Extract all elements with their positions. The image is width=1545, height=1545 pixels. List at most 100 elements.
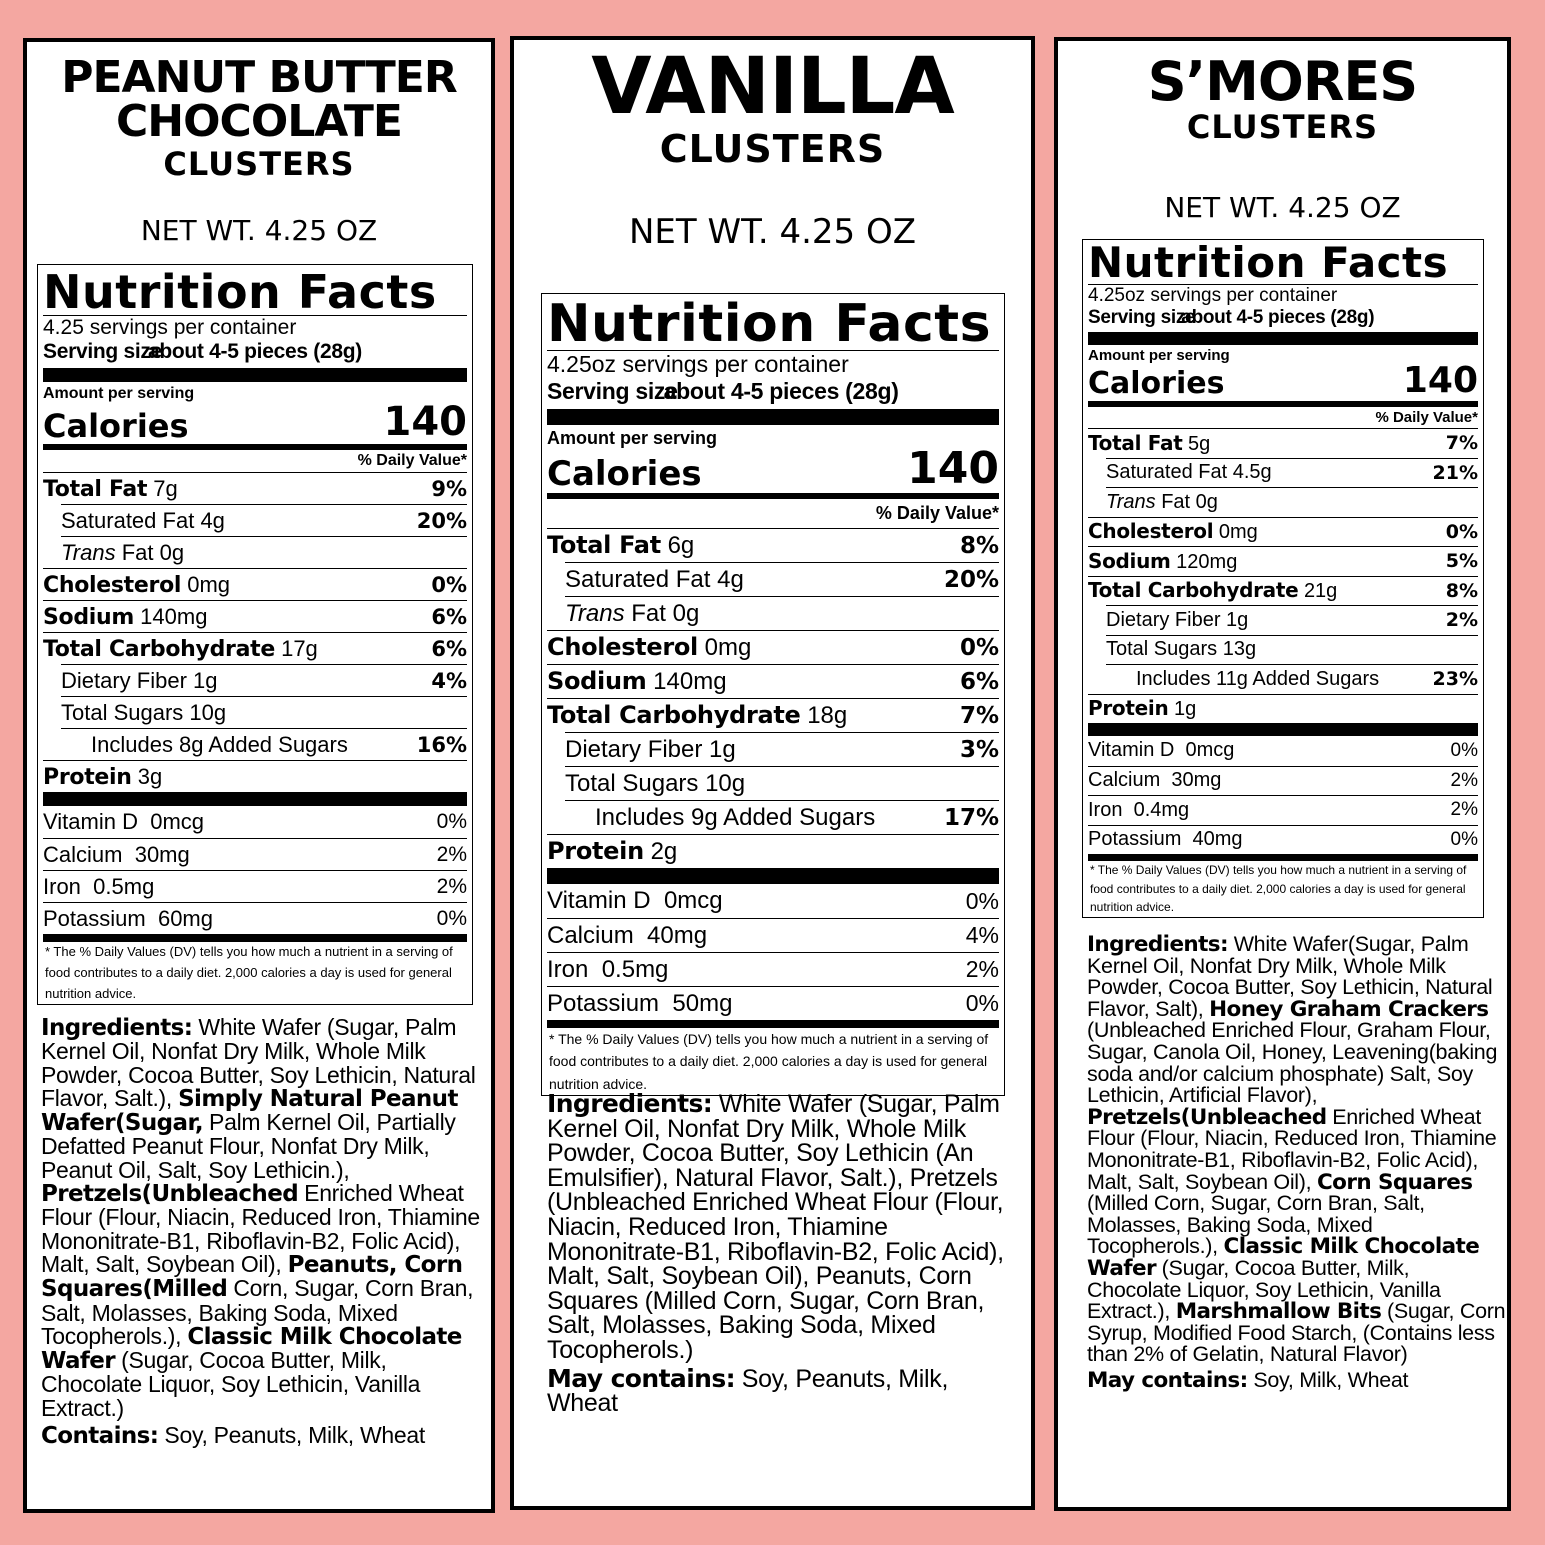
nutrient-name: Total Fat (547, 531, 661, 559)
amount-per-serving: Amount per serving (1088, 347, 1230, 364)
serving-size-label: Serving size (547, 378, 678, 404)
nutrient-name: Includes 11g Added Sugars (1136, 667, 1380, 690)
vitamin-name: Potassium (43, 905, 146, 931)
product-title: S’MORES CLUSTERS (1058, 50, 1507, 146)
ingredients-text: Ingredients: White Wafer (Sugar, Palm Ke… (547, 1091, 1017, 1363)
nutrient-name: Total Sugars (565, 769, 699, 797)
product-title-line: CLUSTERS (1186, 108, 1379, 146)
product-title-line: PEANUT BUTTER (61, 52, 457, 103)
medium-divider (547, 1020, 999, 1028)
nutrient-row: Total Sugars 10g (565, 766, 999, 800)
nutrient-row: Trans Fat 0g (565, 596, 999, 630)
nutrient-amount: 10g (705, 769, 746, 797)
nutrient-amount: 7g (153, 475, 178, 501)
nutrient-row: Sodium 140mg 6% (43, 600, 467, 632)
nutrient-row: Total Sugars 10g (61, 696, 467, 728)
ingredient-bold: Pretzels(Unbleached (41, 1181, 299, 1208)
nutrient-name: Dietary Fiber (565, 735, 703, 763)
nutrient-row: Protein 2g (547, 834, 999, 868)
medium-divider (43, 934, 467, 942)
allergen-statement: May contains: Soy, Milk, Wheat (1087, 1367, 1507, 1393)
nutrient-row: Dietary Fiber 1g 4% (61, 664, 467, 696)
calories-label: Calories (43, 407, 189, 445)
vitamin-daily-value: 4% (965, 922, 999, 948)
product-title: PEANUT BUTTER CHOCOLATE CLUSTERS (27, 52, 491, 181)
ingredient-text: (Milled Corn, Sugar, Corn Bran, Salt, Mo… (1087, 1191, 1425, 1259)
vitamin-name: Vitamin D (547, 887, 651, 914)
ingredient-bold: Honey Graham Crackers (1209, 996, 1489, 1022)
nutrient-row: Dietary Fiber 1g 3% (565, 732, 999, 766)
nutrient-name: Total Sugars (61, 699, 184, 725)
nutrient-amount: 0mg (1218, 521, 1258, 544)
nutrient-daily-value: 7% (1445, 432, 1478, 455)
vitamin-row: Vitamin D 0mcg 0% (1088, 736, 1478, 766)
nutrient-row: Saturated Fat 4g 20% (565, 562, 999, 596)
ingredients: Ingredients: White Wafer (Sugar, Palm Ke… (41, 1015, 481, 1449)
nutrient-name: Sodium (547, 667, 647, 695)
nutrient-amount: 4.5g (1232, 461, 1272, 484)
nutrient-row: Cholesterol 0mg 0% (547, 630, 999, 664)
vitamin-daily-value: 0% (965, 990, 999, 1016)
nutrient-name: Cholesterol (1088, 519, 1214, 544)
vitamin-daily-value: 2% (436, 842, 467, 866)
allergen-list: Soy, Peanuts, Milk, Wheat (164, 1422, 425, 1449)
vitamin-name: Potassium (1088, 828, 1182, 851)
serving-size-label: Serving size (43, 340, 162, 363)
nutrient-row: Cholesterol 0mg 0% (1088, 516, 1478, 547)
nutrient-name: Saturated Fat (565, 565, 711, 593)
allergen-label: May contains: (1087, 1367, 1248, 1393)
nutrient-daily-value: 6% (959, 668, 999, 695)
nutrient-amount: 140mg (140, 603, 208, 629)
vitamin-row: Vitamin D 0mcg 0% (547, 884, 999, 918)
product-title-line: CHOCOLATE (116, 96, 403, 147)
vitamin-row: Potassium 40mg 0% (1088, 824, 1478, 855)
nutrient-row: Includes 8g Added Sugars 16% (61, 728, 467, 760)
nutrient-name: Dietary Fiber (61, 667, 187, 693)
nutrient-amount: 0mg (704, 634, 752, 661)
amount-per-serving: Amount per serving (547, 428, 718, 448)
panel-smores: S’MORES CLUSTERS NET WT. 4.25 OZ Nutrition… (1054, 37, 1511, 1511)
thick-divider (43, 368, 467, 382)
servings-per-container: 4.25oz servings per container (1088, 285, 1338, 306)
nutrient-daily-value: 0% (431, 572, 467, 597)
product-title: VANILLA CLUSTERS (514, 48, 1031, 168)
nutrition-facts-label: Nutrition Facts 4.25oz servings per cont… (1082, 239, 1484, 918)
daily-value-header: % Daily Value* (1088, 401, 1478, 428)
vitamin-daily-value: 2% (965, 956, 999, 982)
nutrient-daily-value: 6% (431, 604, 467, 629)
vitamin-name: Potassium (547, 989, 660, 1017)
nutrition-facts-heading: Nutrition Facts (1088, 240, 1478, 285)
nutrient-name: Total Fat (43, 476, 148, 502)
nutrient-daily-value: 20% (943, 566, 999, 593)
vitamin-row: Calcium 30mg 2% (1088, 765, 1478, 796)
nutrient-name: Protein (1088, 696, 1169, 721)
nutrient-row: Total Fat 6g 8% (547, 528, 999, 562)
product-title-line: CLUSTERS (659, 127, 886, 171)
ingredient-bold: Ingredients: (41, 1015, 193, 1041)
nutrient-row: Cholesterol 0mg 0% (43, 568, 467, 600)
ingredient-bold: Marshmallow Bits (1175, 1299, 1382, 1325)
nutrient-row: Total Carbohydrate 18g 7% (547, 698, 999, 732)
vitamin-daily-value: 2% (436, 874, 467, 898)
vitamin-daily-value: 0% (436, 810, 467, 833)
serving-size: Serving sizeabout 4-5 pieces (28g) (1088, 307, 1478, 329)
vitamin-name: Iron (1088, 798, 1123, 821)
nutrient-amount: 3g (137, 763, 163, 789)
thick-divider (547, 868, 999, 884)
nutrient-name: Sodium (43, 604, 135, 630)
nutrient-amount: 4g (717, 565, 744, 593)
nutrient-amount: 0g (159, 539, 185, 565)
thick-divider (1088, 723, 1478, 736)
nutrient-daily-value: 2% (1445, 609, 1478, 632)
ingredient-text: (Sugar, Cocoa Butter, Milk, Chocolate Li… (1087, 1255, 1441, 1324)
nutrient-daily-value: 17% (943, 804, 999, 831)
nutrient-name-suffix: Fat (1161, 490, 1191, 513)
calories-value: 140 (383, 399, 468, 445)
vitamin-name: Iron (547, 955, 589, 983)
nutrient-daily-value: 6% (431, 636, 467, 661)
product-title-line: S’MORES (1147, 50, 1418, 113)
daily-value-footnote: * The % Daily Values (DV) tells you how … (1090, 863, 1467, 915)
nutrient-row: Total Fat 7g 9% (43, 472, 467, 504)
nutrient-amount: 140mg (653, 668, 727, 695)
nutrient-daily-value: 23% (1432, 668, 1478, 691)
